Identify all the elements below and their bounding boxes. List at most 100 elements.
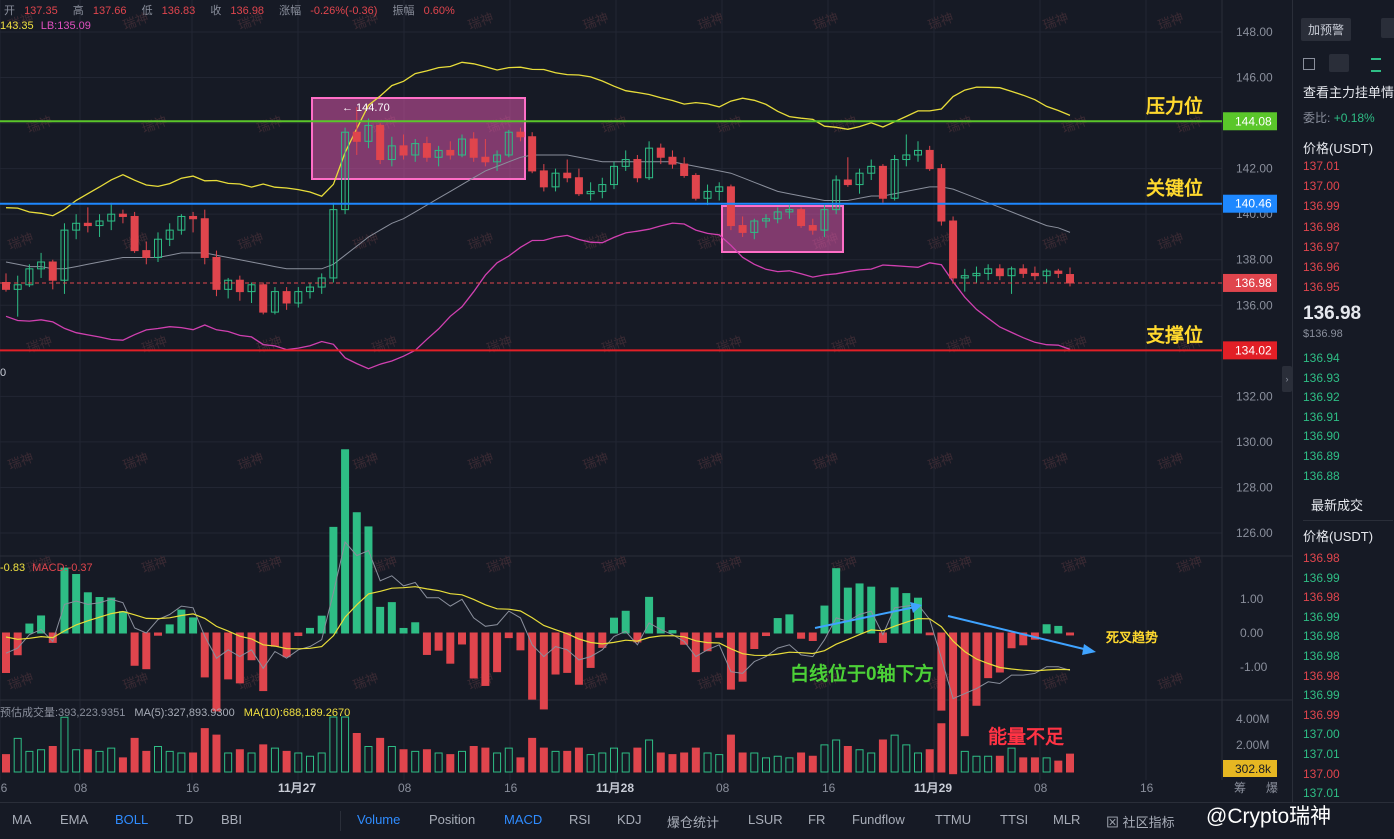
tab-indicator-8[interactable]: Fundflow xyxy=(852,812,905,827)
trades-price[interactable]: 136.99 xyxy=(1303,570,1340,585)
macd-bar xyxy=(762,632,770,637)
macd-bar xyxy=(586,632,595,668)
bids-price[interactable]: 136.90 xyxy=(1303,429,1340,444)
tab-indicator-0[interactable]: Volume xyxy=(357,812,401,827)
tab-indicator-1[interactable]: Position xyxy=(429,812,476,827)
volume-bar xyxy=(726,734,735,773)
candle-body xyxy=(715,186,724,192)
volume-bar xyxy=(949,720,958,773)
watermark: 瑞神 xyxy=(600,333,630,356)
volume-bar xyxy=(878,739,887,773)
trades-price[interactable]: 136.99 xyxy=(1303,688,1340,703)
tab-ma[interactable]: MA xyxy=(12,812,32,827)
macd-bar xyxy=(563,632,572,673)
bids-price[interactable]: 136.94 xyxy=(1303,351,1340,365)
macd-bar xyxy=(832,568,841,634)
tab-td[interactable]: TD xyxy=(176,812,194,827)
list-icon[interactable] xyxy=(1371,58,1381,72)
trades-price[interactable]: 137.01 xyxy=(1303,786,1340,801)
depth-title[interactable]: 查看主力挂单情 xyxy=(1303,85,1394,100)
volume-bar xyxy=(867,752,876,773)
trades-price[interactable]: 137.00 xyxy=(1303,727,1340,742)
right-panel: 加预警 查看主力挂单情 委比: +0.18% 价格(USDT) 137.01 13… xyxy=(1292,0,1394,838)
watermark: 瑞神 xyxy=(581,450,611,473)
macd-bar xyxy=(1042,624,1051,634)
asks-price[interactable]: 136.97 xyxy=(1303,239,1340,254)
watermark: 瑞神 xyxy=(696,670,726,693)
candle-body xyxy=(259,284,268,313)
asks-price[interactable]: 137.01 xyxy=(1303,159,1340,173)
tab-indicator-6[interactable]: LSUR xyxy=(748,812,783,827)
asks-price[interactable]: 136.96 xyxy=(1303,260,1340,274)
volume-bar xyxy=(995,755,1004,773)
tab-bbi[interactable]: BBI xyxy=(221,812,242,827)
add-alert-button[interactable]: 加预警 xyxy=(1301,18,1352,41)
macd-tick-0: 1.00 xyxy=(1240,592,1264,606)
candle-body xyxy=(212,256,221,290)
candle-body xyxy=(458,138,466,156)
community-indicators-button[interactable]: ⊠ 社区指标 xyxy=(1106,815,1175,830)
macd-bar xyxy=(937,632,946,711)
tab-indicator-11[interactable]: MLR xyxy=(1053,812,1081,827)
volume-bar xyxy=(2,754,10,773)
tab-indicator-10[interactable]: TTSI xyxy=(1000,812,1029,827)
asks-price[interactable]: 136.98 xyxy=(1303,219,1340,234)
time-label-1: 08 xyxy=(74,781,88,795)
candle-body xyxy=(1066,274,1074,284)
trades-price[interactable]: 137.00 xyxy=(1303,766,1340,781)
layout-icon[interactable] xyxy=(1303,58,1315,70)
bids-price[interactable]: 136.88 xyxy=(1303,468,1340,483)
volume-bar xyxy=(422,749,431,773)
trades-header: 价格(USDT) xyxy=(1303,529,1374,544)
asks-price[interactable]: 137.00 xyxy=(1303,179,1340,194)
volume-bar xyxy=(411,750,420,773)
collapse-handle[interactable]: › xyxy=(1282,366,1292,392)
tab-indicator-4[interactable]: KDJ xyxy=(617,812,642,827)
volume-bar xyxy=(306,755,314,773)
bids-price[interactable]: 136.93 xyxy=(1303,370,1340,385)
candle-body xyxy=(37,261,46,270)
bids-price[interactable]: 136.89 xyxy=(1303,449,1340,463)
watermark: 瑞神 xyxy=(1060,113,1090,136)
tab-indicator-3[interactable]: RSI xyxy=(569,812,591,827)
macd-bar xyxy=(60,567,69,634)
tab-indicator-7[interactable]: FR xyxy=(808,812,826,827)
annotation-white-line: 白线位于0轴下方 xyxy=(790,662,934,685)
trades-title[interactable]: 最新成交 xyxy=(1311,498,1364,513)
secondary-button[interactable] xyxy=(1381,18,1394,38)
trades-price[interactable]: 136.98 xyxy=(1303,590,1340,605)
trades-price[interactable]: 136.98 xyxy=(1303,649,1340,663)
candle-body xyxy=(516,131,525,138)
asks-price[interactable]: 136.99 xyxy=(1303,199,1340,214)
bids-price[interactable]: 136.91 xyxy=(1303,409,1340,424)
volume-bar xyxy=(773,755,782,773)
tab-indicator-9[interactable]: TTMU xyxy=(935,812,972,827)
trades-price[interactable]: 137.01 xyxy=(1303,747,1340,761)
trades-price[interactable]: 136.98 xyxy=(1303,551,1340,565)
candle-body xyxy=(820,209,829,231)
volume-bar xyxy=(142,750,151,773)
volume-bar xyxy=(469,746,478,773)
volume-tick-1: 2.00M xyxy=(1236,738,1269,752)
asks-price[interactable]: 136.95 xyxy=(1303,280,1340,295)
tab-ema[interactable]: EMA xyxy=(60,812,89,827)
trades-price[interactable]: 136.98 xyxy=(1303,629,1340,644)
tab-indicator-5[interactable]: 爆仓统计 xyxy=(667,815,720,830)
trades-price[interactable]: 136.99 xyxy=(1303,707,1340,722)
tab-indicator-2[interactable]: MACD xyxy=(504,812,543,827)
orderbook-view-icon[interactable] xyxy=(1329,54,1349,72)
time-label-10: 08 xyxy=(1034,781,1048,795)
volume-bar xyxy=(294,752,303,773)
bids-price[interactable]: 136.92 xyxy=(1303,390,1340,405)
macd-bar xyxy=(539,632,548,710)
time-label-2: 16 xyxy=(186,781,200,795)
candle-body xyxy=(668,156,677,165)
tab-boll[interactable]: BOLL xyxy=(115,812,149,827)
macd-bar xyxy=(446,632,455,664)
watermark: 瑞神 xyxy=(581,10,611,33)
candle-body xyxy=(1030,272,1039,277)
trades-price[interactable]: 136.98 xyxy=(1303,668,1340,683)
watermark: 瑞神 xyxy=(6,670,36,693)
trades-price[interactable]: 136.99 xyxy=(1303,609,1340,624)
